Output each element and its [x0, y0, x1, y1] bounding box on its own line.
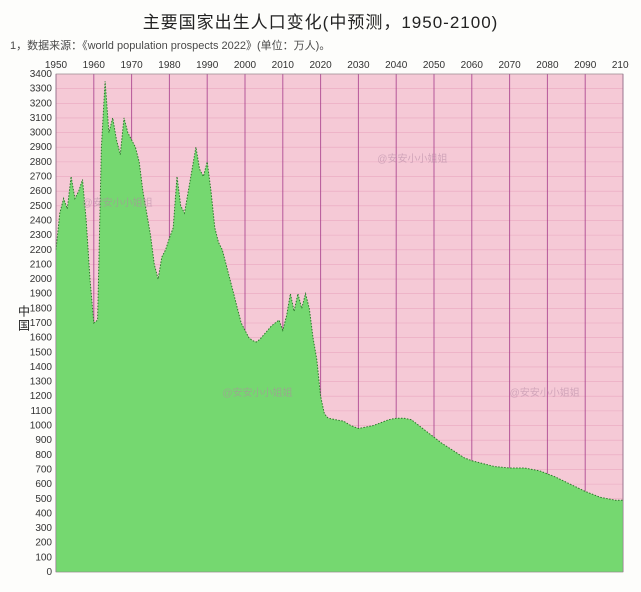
y-tick-label: 2000	[30, 274, 53, 285]
x-tick-label: 2050	[423, 60, 446, 71]
x-tick-label: 2080	[536, 60, 559, 71]
x-tick-label: 1970	[120, 60, 143, 71]
watermark: @安安小小姐姐	[222, 386, 292, 399]
watermark: @安安小小姐姐	[82, 196, 152, 209]
watermark: @安安小小姐姐	[377, 152, 447, 165]
y-tick-label: 2900	[30, 142, 53, 153]
y-tick-label: 400	[35, 508, 52, 519]
y-tick-label: 2200	[30, 245, 53, 256]
y-tick-label: 3300	[30, 84, 53, 95]
x-tick-label: 2100	[612, 60, 629, 71]
y-tick-label: 100	[35, 552, 52, 563]
y-tick-label: 3100	[30, 113, 53, 124]
y-axis-label: 国	[18, 319, 30, 333]
y-tick-label: 1300	[30, 377, 53, 388]
y-tick-label: 3000	[30, 128, 53, 139]
y-tick-label: 0	[46, 567, 52, 578]
y-tick-label: 1700	[30, 318, 53, 329]
y-tick-label: 2800	[30, 157, 53, 168]
x-tick-label: 1950	[45, 60, 68, 71]
y-tick-label: 200	[35, 538, 52, 549]
y-tick-label: 1000	[30, 421, 53, 432]
y-tick-label: 1200	[30, 391, 53, 402]
y-tick-label: 1600	[30, 333, 53, 344]
x-tick-label: 2070	[498, 60, 521, 71]
watermark: @安安小小姐姐	[510, 386, 580, 399]
y-tick-label: 2500	[30, 201, 53, 212]
x-tick-label: 2030	[347, 60, 370, 71]
y-tick-label: 300	[35, 523, 52, 534]
y-tick-label: 1800	[30, 303, 53, 314]
y-tick-label: 700	[35, 464, 52, 475]
x-tick-label: 2010	[272, 60, 295, 71]
y-tick-label: 1900	[30, 289, 53, 300]
chart-title: 主要国家出生人口变化(中预测，1950-2100)	[0, 0, 641, 33]
x-tick-label: 2090	[574, 60, 597, 71]
y-tick-label: 600	[35, 479, 52, 490]
x-tick-label: 1990	[196, 60, 219, 71]
x-tick-label: 2040	[385, 60, 408, 71]
y-tick-label: 2100	[30, 259, 53, 270]
chart-subtitle: 1，数据来源：《world population prospects 2022》…	[0, 33, 641, 53]
x-tick-label: 2020	[309, 60, 332, 71]
y-tick-label: 500	[35, 494, 52, 505]
y-tick-label: 2600	[30, 186, 53, 197]
y-tick-label: 800	[35, 450, 52, 461]
y-tick-label: 1100	[30, 406, 52, 417]
x-tick-label: 1960	[83, 60, 106, 71]
y-tick-label: 1500	[30, 347, 53, 358]
y-tick-label: 900	[35, 435, 52, 446]
x-tick-label: 2000	[234, 60, 257, 71]
y-tick-label: 1400	[30, 362, 53, 373]
area-chart-svg: 0 100 200 300 400 500 600 700 800 900 1000 1100 1200…	[10, 54, 629, 586]
y-tick-label: 2300	[30, 230, 53, 241]
y-tick-label: 2400	[30, 215, 53, 226]
y-tick-label: 2700	[30, 172, 53, 183]
y-tick-label: 3200	[30, 98, 53, 109]
x-tick-label: 1980	[158, 60, 181, 71]
x-tick-label: 2060	[461, 60, 484, 71]
chart-area: 0 100 200 300 400 500 600 700 800 900 1000 1100 1200…	[10, 54, 629, 586]
y-axis-label: 中	[18, 304, 30, 319]
